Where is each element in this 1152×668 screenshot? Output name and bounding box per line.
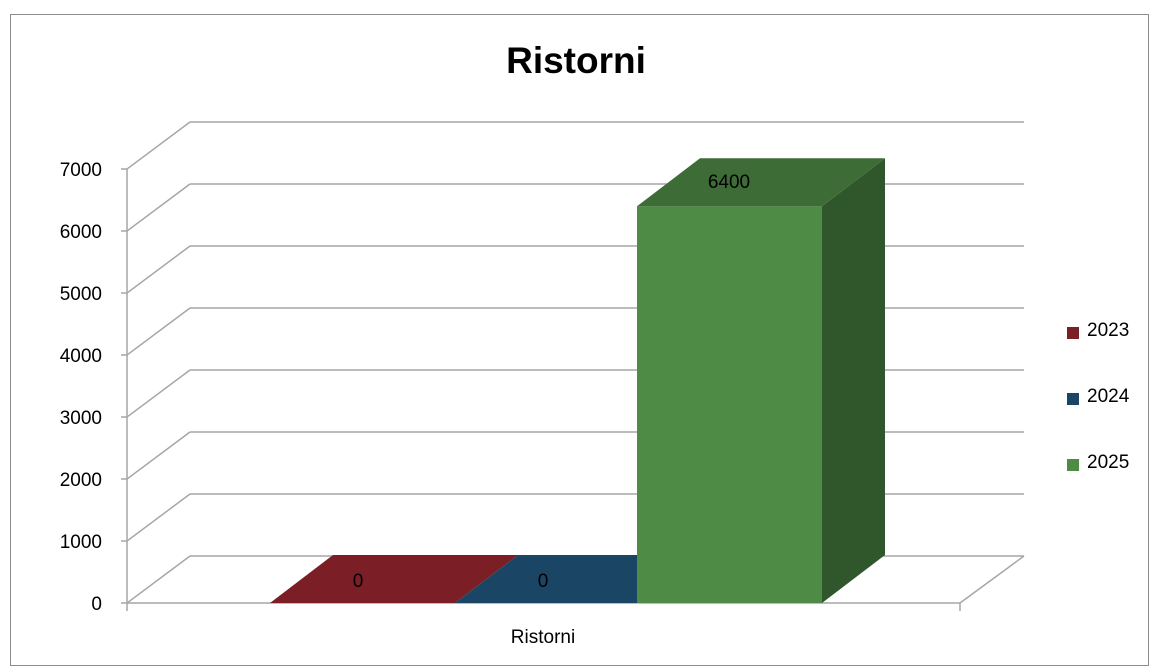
bar-2023	[270, 555, 518, 603]
floor-side-edge	[959, 555, 1025, 604]
side-gridline	[126, 183, 191, 232]
y-tick-label: 5000	[60, 284, 102, 305]
legend-item-2023: 2023	[1067, 318, 1137, 384]
data-label-2024: 0	[538, 571, 549, 592]
data-label-2025: 6400	[708, 172, 750, 193]
legend-label: 2023	[1087, 320, 1130, 341]
y-tick-label: 2000	[60, 470, 102, 491]
y-tick-label: 6000	[60, 222, 102, 243]
y-tick-label: 1000	[60, 532, 102, 553]
side-gridline	[126, 245, 191, 294]
chart-legend: 2023 2024 2025	[1067, 318, 1137, 516]
data-label-2023: 0	[353, 571, 364, 592]
y-axis-ticks: 0 1000 2000 3000 4000 5000 6000 7000	[60, 160, 102, 615]
side-gridline	[126, 307, 191, 356]
side-gridline	[126, 493, 191, 542]
side-gridline	[126, 555, 191, 604]
legend-item-2024: 2024	[1067, 384, 1137, 450]
legend-swatch	[1067, 327, 1079, 339]
y-tick-label: 4000	[60, 346, 102, 367]
legend-label: 2025	[1087, 452, 1130, 473]
legend-swatch	[1067, 393, 1079, 405]
legend-swatch	[1067, 459, 1079, 471]
bar-2025	[637, 206, 822, 603]
y-tick-label: 0	[91, 594, 102, 615]
legend-label: 2024	[1087, 386, 1130, 407]
chart-walls	[121, 121, 1025, 611]
data-labels: 0 0 6400	[353, 172, 750, 592]
chart-title: Ristorni	[506, 40, 646, 81]
side-gridline	[126, 121, 191, 170]
side-gridline	[126, 369, 191, 418]
bar-side-2025	[822, 158, 885, 603]
y-tick-label: 3000	[60, 408, 102, 429]
y-tick-label: 7000	[60, 160, 102, 181]
bar-top-2025	[637, 158, 885, 207]
legend-item-2025: 2025	[1067, 450, 1137, 516]
chart-bars	[270, 158, 885, 603]
side-gridline	[126, 431, 191, 480]
x-category-label: Ristorni	[511, 627, 575, 648]
